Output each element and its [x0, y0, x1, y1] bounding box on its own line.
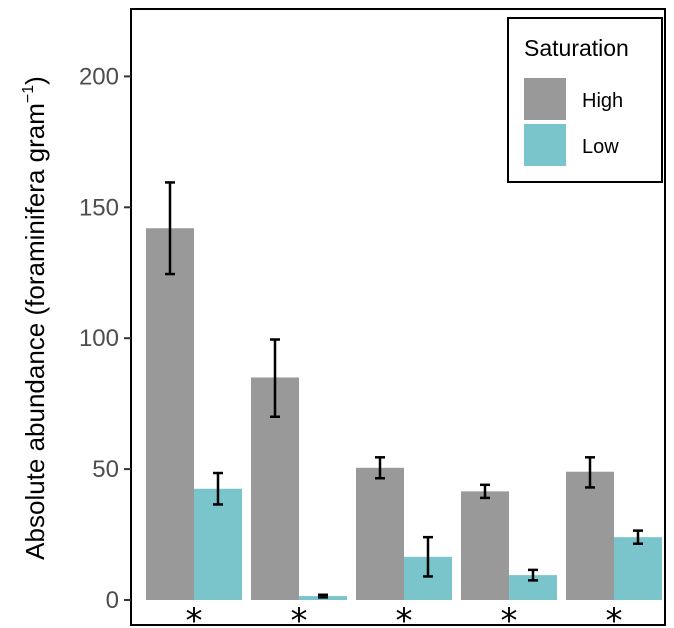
y-tick-label-150: 150	[79, 194, 119, 221]
bars-layer	[146, 228, 662, 600]
y-tick-label-200: 200	[79, 63, 119, 90]
y-axis-title-close: )	[20, 76, 50, 85]
y-axis-title-main: Absolute abundance (foraminifera gram	[20, 103, 50, 560]
bar-high-5	[566, 471, 614, 600]
legend-label-low: Low	[582, 136, 619, 158]
error-bars-layer	[165, 181, 643, 599]
legend-swatch-low	[524, 124, 566, 166]
y-axis-title-superscript: −1	[20, 85, 37, 103]
legend-title: Saturation	[524, 35, 629, 61]
legend-swatch-high	[524, 78, 566, 120]
significance-star-5: *	[606, 601, 623, 628]
plot-panel-border	[130, 8, 666, 626]
bar-high-3	[356, 467, 404, 600]
y-axis-title: Absolute abundance (foraminifera gram−1)	[20, 76, 50, 560]
legend-label-high: High	[582, 90, 623, 112]
significance-star-1: *	[186, 601, 203, 628]
significance-annotations: * * * * *	[186, 601, 623, 628]
y-tick-label-100: 100	[79, 325, 119, 352]
bar-high-1	[146, 228, 194, 600]
legend: Saturation High Low	[507, 17, 663, 183]
significance-star-3: *	[396, 601, 413, 628]
y-axis: 0 50 100 150 200	[79, 63, 131, 614]
bar-high-4	[461, 491, 509, 600]
y-tick-label-0: 0	[106, 587, 119, 614]
y-tick-label-50: 50	[92, 456, 119, 483]
bar-low-5	[614, 537, 662, 600]
significance-star-2: *	[291, 601, 308, 628]
significance-star-4: *	[501, 601, 518, 628]
bar-low-1	[194, 488, 242, 600]
